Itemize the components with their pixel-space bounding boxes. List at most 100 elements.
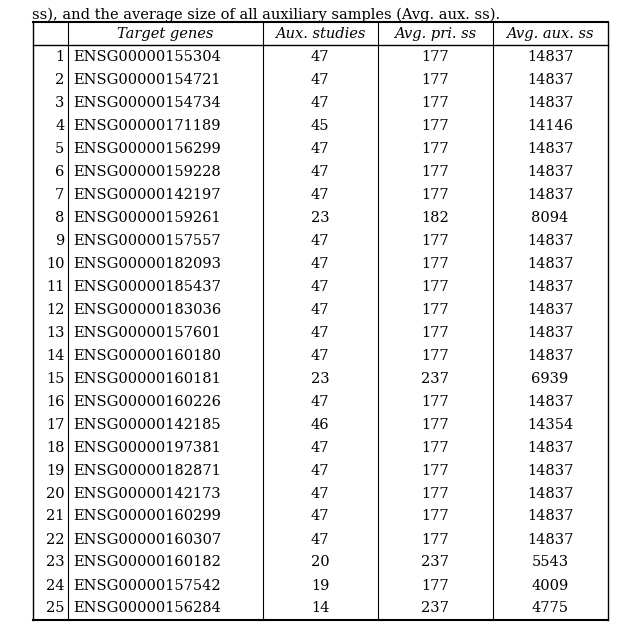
Text: 13: 13 [46,325,65,339]
Text: 14837: 14837 [527,486,573,500]
Text: ENSG00000182093: ENSG00000182093 [74,256,221,270]
Text: 14837: 14837 [527,464,573,477]
Text: Avg. pri. ss: Avg. pri. ss [394,26,476,41]
Text: 14354: 14354 [527,417,573,431]
Text: 1: 1 [56,50,65,64]
Text: 11: 11 [46,279,65,294]
Text: 14837: 14837 [527,256,573,270]
Text: 47: 47 [311,348,329,363]
Text: 47: 47 [311,187,329,202]
Text: 17: 17 [46,417,65,431]
Text: 20: 20 [310,556,330,569]
Text: 5: 5 [55,142,65,155]
Text: 47: 47 [311,279,329,294]
Text: 6: 6 [55,164,65,178]
Text: 21: 21 [46,509,65,524]
Text: 14837: 14837 [527,164,573,178]
Text: 8: 8 [55,211,65,225]
Text: ENSG00000155304: ENSG00000155304 [74,50,221,64]
Text: 47: 47 [311,486,329,500]
Text: 177: 177 [421,417,449,431]
Text: 23: 23 [46,556,65,569]
Text: 22: 22 [46,533,65,547]
Text: ss), and the average size of all auxiliary samples (Avg. aux. ss).: ss), and the average size of all auxilia… [33,8,500,23]
Text: 14837: 14837 [527,303,573,316]
Text: 14837: 14837 [527,50,573,64]
Text: 177: 177 [421,464,449,477]
Text: 4009: 4009 [531,578,568,592]
Text: 5543: 5543 [531,556,568,569]
Text: ENSG00000183036: ENSG00000183036 [74,303,221,316]
Text: Aux. studies: Aux. studies [275,26,365,41]
Text: 45: 45 [311,118,329,133]
Text: 47: 47 [311,73,329,86]
Text: 14837: 14837 [527,348,573,363]
Text: 14837: 14837 [527,509,573,524]
Text: 47: 47 [311,325,329,339]
Text: 6939: 6939 [531,372,568,386]
Text: 4775: 4775 [531,601,568,616]
Text: 7: 7 [55,187,65,202]
Text: 177: 177 [421,486,449,500]
Text: 25: 25 [46,601,65,616]
Text: 237: 237 [421,556,449,569]
Text: 14837: 14837 [527,395,573,408]
Text: 14837: 14837 [527,142,573,155]
Text: 177: 177 [421,95,449,109]
Text: 14837: 14837 [527,325,573,339]
Text: 14837: 14837 [527,73,573,86]
Text: ENSG00000182871: ENSG00000182871 [74,464,221,477]
Text: ENSG00000157601: ENSG00000157601 [74,325,221,339]
Text: ENSG00000197381: ENSG00000197381 [74,440,221,455]
Text: 47: 47 [311,234,329,247]
Text: Avg. aux. ss: Avg. aux. ss [506,26,594,41]
Text: 47: 47 [311,256,329,270]
Text: 19: 19 [311,578,329,592]
Text: ENSG00000185437: ENSG00000185437 [74,279,221,294]
Text: 8094: 8094 [531,211,568,225]
Text: 3: 3 [55,95,65,109]
Text: ENSG00000160299: ENSG00000160299 [74,509,221,524]
Text: 24: 24 [46,578,65,592]
Text: 177: 177 [421,509,449,524]
Text: 177: 177 [421,187,449,202]
Text: 20: 20 [46,486,65,500]
Text: 18: 18 [46,440,65,455]
Text: ENSG00000160226: ENSG00000160226 [74,395,221,408]
Text: 237: 237 [421,372,449,386]
Text: ENSG00000142197: ENSG00000142197 [74,187,221,202]
Text: ENSG00000142185: ENSG00000142185 [74,417,221,431]
Text: 47: 47 [311,509,329,524]
Text: 177: 177 [421,303,449,316]
Text: ENSG00000154721: ENSG00000154721 [74,73,221,86]
Text: ENSG00000156299: ENSG00000156299 [74,142,221,155]
Text: 177: 177 [421,348,449,363]
Text: ENSG00000160182: ENSG00000160182 [74,556,221,569]
Text: 14837: 14837 [527,95,573,109]
Text: ENSG00000154734: ENSG00000154734 [74,95,221,109]
Text: 182: 182 [421,211,449,225]
Text: 9: 9 [55,234,65,247]
Text: ENSG00000160307: ENSG00000160307 [74,533,221,547]
Text: 14837: 14837 [527,187,573,202]
Text: ENSG00000142173: ENSG00000142173 [74,486,221,500]
Text: 177: 177 [421,164,449,178]
Text: 237: 237 [421,601,449,616]
Text: ENSG00000160181: ENSG00000160181 [74,372,221,386]
Text: 177: 177 [421,578,449,592]
Text: 14837: 14837 [527,234,573,247]
Text: ENSG00000160180: ENSG00000160180 [74,348,221,363]
Text: 47: 47 [311,50,329,64]
Text: 177: 177 [421,533,449,547]
Text: 47: 47 [311,395,329,408]
Text: 14: 14 [46,348,65,363]
Text: 177: 177 [421,234,449,247]
Text: ENSG00000157557: ENSG00000157557 [74,234,221,247]
Text: 12: 12 [46,303,65,316]
Text: 177: 177 [421,325,449,339]
Text: 177: 177 [421,142,449,155]
Text: 14837: 14837 [527,440,573,455]
Text: 23: 23 [310,211,330,225]
Text: ENSG00000157542: ENSG00000157542 [74,578,221,592]
Text: 177: 177 [421,256,449,270]
